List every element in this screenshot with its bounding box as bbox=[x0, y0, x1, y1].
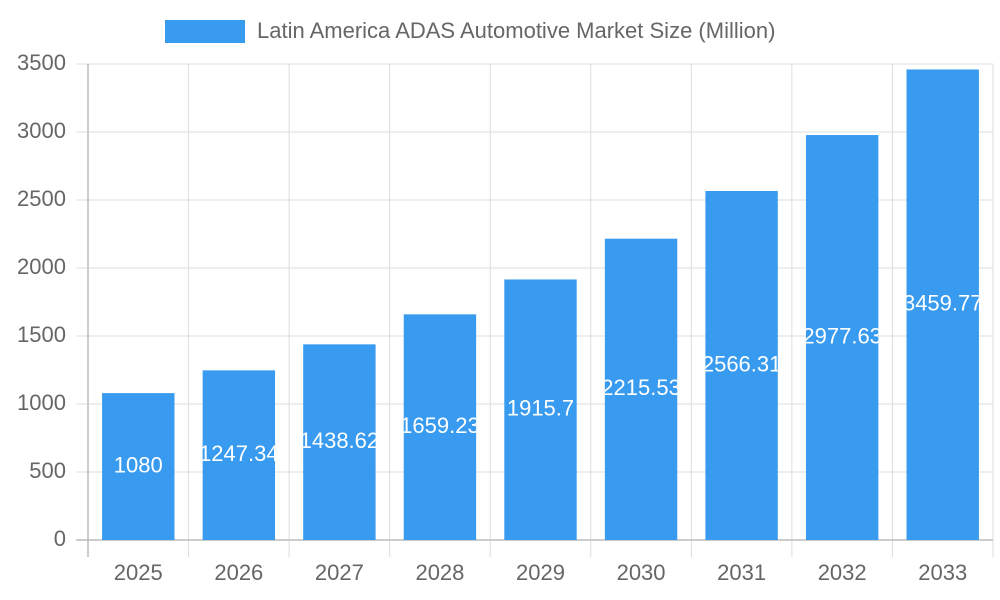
y-tick-label: 1000 bbox=[17, 390, 66, 415]
bar bbox=[504, 279, 577, 540]
data-label: 1080 bbox=[114, 452, 163, 477]
data-label: 2215.53 bbox=[601, 375, 681, 400]
bar bbox=[906, 69, 979, 540]
data-label: 1438.62 bbox=[300, 428, 380, 453]
y-tick-label: 500 bbox=[29, 458, 66, 483]
bar bbox=[102, 393, 175, 540]
bar bbox=[403, 314, 477, 540]
y-tick-label: 2500 bbox=[17, 186, 66, 211]
x-tick-label: 2033 bbox=[918, 560, 967, 585]
data-label: 1247.34 bbox=[199, 441, 279, 466]
x-tick-label: 2029 bbox=[516, 560, 565, 585]
bar bbox=[202, 370, 276, 540]
data-label: 3459.77 bbox=[903, 291, 983, 316]
bar bbox=[604, 238, 678, 540]
data-label: 2566.31 bbox=[702, 351, 782, 376]
data-label: 2977.63 bbox=[802, 323, 882, 348]
y-tick-label: 1500 bbox=[17, 322, 66, 347]
x-tick-label: 2028 bbox=[415, 560, 464, 585]
legend-swatch[interactable] bbox=[165, 20, 245, 43]
x-tick-label: 2027 bbox=[315, 560, 364, 585]
x-tick-label: 2030 bbox=[617, 560, 666, 585]
x-tick-label: 2032 bbox=[818, 560, 867, 585]
data-label: 1659.23 bbox=[400, 413, 480, 438]
bar bbox=[805, 135, 879, 541]
y-tick-label: 2000 bbox=[17, 254, 66, 279]
bar bbox=[303, 344, 376, 540]
data-label: 1915.7 bbox=[507, 396, 574, 421]
legend-label[interactable]: Latin America ADAS Automotive Market Siz… bbox=[257, 18, 775, 43]
x-tick-label: 2026 bbox=[214, 560, 263, 585]
x-tick-label: 2025 bbox=[114, 560, 163, 585]
y-tick-label: 0 bbox=[54, 526, 66, 551]
bar bbox=[705, 190, 778, 540]
y-tick-label: 3000 bbox=[17, 118, 66, 143]
y-tick-label: 3500 bbox=[17, 50, 66, 75]
x-tick-label: 2031 bbox=[717, 560, 766, 585]
